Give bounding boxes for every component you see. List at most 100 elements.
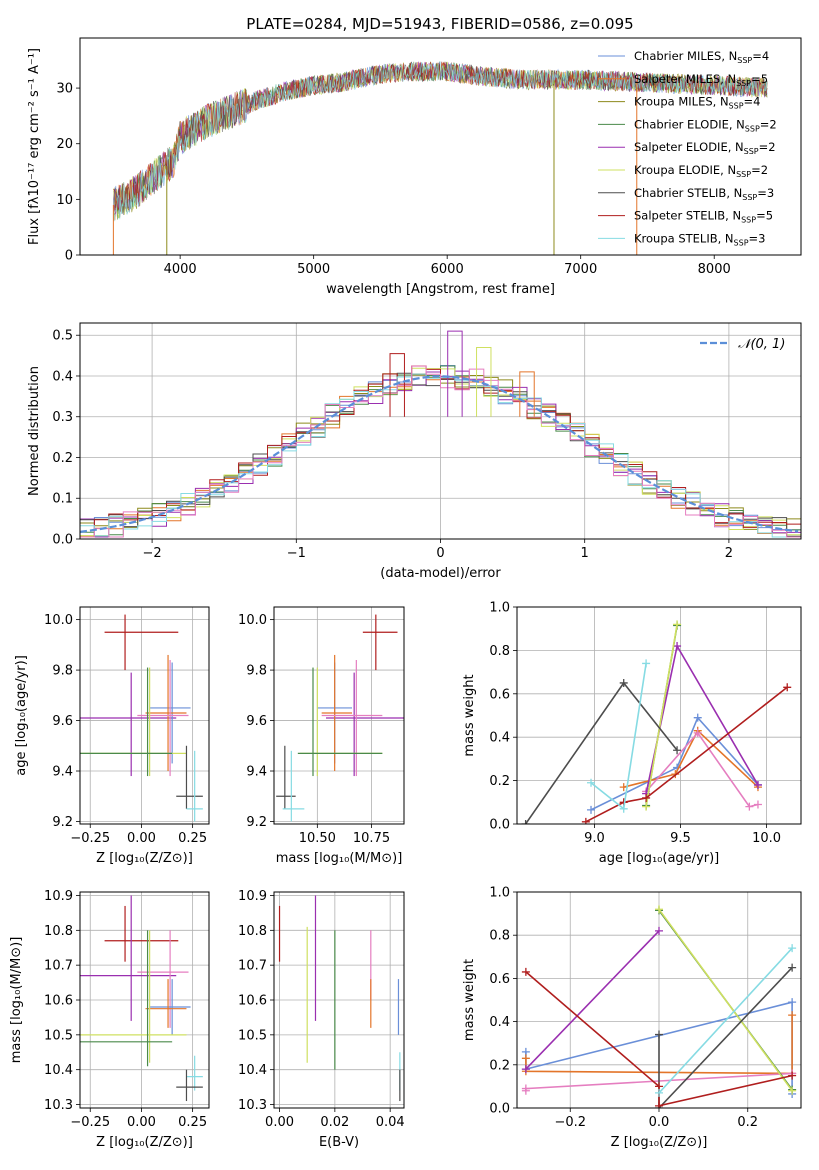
x-tick-label: 6000: [431, 262, 464, 277]
chart-weight_vs_age: 9.0 9.5 10.0 0.0 0.2 0.4 0.6 0.8 1.0 age [log₁₀(a…: [462, 601, 802, 866]
chart-age_vs_mass: 10.50 10.75 9.2 9.4 9.6 9.8 10.0 mass [log₁₀(M/…: [238, 606, 405, 866]
axes-border: [79, 606, 210, 825]
residual-legend: 𝒩(0, 1): [700, 337, 785, 352]
y-tick-label: 1.0: [489, 886, 510, 901]
axes-frame: −0.2 0.0 0.2 0.0 0.2 0.4 0.6 0.8 1.0 Z [log₁₀(Z/Z…: [462, 886, 802, 1150]
grid: [80, 607, 209, 824]
weight-marker: [673, 746, 682, 755]
y-tick-label: 0.5: [52, 329, 73, 344]
weight-marker: [788, 944, 797, 953]
y-tick-label: 1.0: [489, 601, 510, 616]
y-tick-label: 10.3: [44, 1098, 73, 1113]
y-tick-label: 9.4: [52, 765, 73, 780]
x-tick-label: 0.2: [737, 1115, 758, 1130]
legend-entry: Kroupa ELODIE, NSSP=2: [634, 163, 768, 179]
y-tick-label: 20: [56, 137, 73, 152]
y-tick-label: 10.7: [238, 959, 267, 974]
weight-marker: [693, 713, 702, 722]
x-tick-label: 10.0: [752, 831, 781, 846]
y-tick-label: 0.2: [489, 774, 510, 789]
weight-line: [658, 967, 793, 1108]
weight-marker: [655, 905, 663, 914]
axes-frame: −0.25 0.00 0.25 9.2 9.4 9.6 9.8 10.0 Z [log₁₀(Z/…: [14, 606, 210, 866]
chart-weight_vs_Z: −0.2 0.0 0.2 0.0 0.2 0.4 0.6 0.8 1.0 Z [log₁₀(Z/Z…: [462, 886, 802, 1150]
weight-marker: [788, 1011, 797, 1020]
y-tick-label: 9.6: [52, 714, 73, 729]
y-axis-label: mass weight: [462, 674, 477, 756]
chart-age_vs_Z: −0.25 0.00 0.25 9.2 9.4 9.6 9.8 10.0 Z [log₁₀(Z/…: [14, 606, 210, 866]
y-tick-label: 0.4: [489, 1015, 510, 1030]
x-axis-label: age [log₁₀(age/yr)]: [599, 851, 720, 866]
y-axis-label: mass weight: [462, 959, 477, 1041]
weight-marker: [642, 659, 651, 668]
y-tick-label: 10.8: [238, 924, 267, 939]
y-tick-label: 0.8: [489, 644, 510, 659]
weight-marker: [521, 1054, 530, 1063]
x-tick-label: 10.75: [353, 831, 390, 846]
x-tick-label: 5000: [297, 262, 330, 277]
legend-entry: Salpeter MILES, NSSP=5: [634, 72, 768, 88]
grid: [517, 606, 801, 825]
y-tick-label: 0.6: [489, 687, 510, 702]
weight-marker: [788, 1086, 797, 1095]
y-tick-label: 0.2: [489, 1058, 510, 1073]
x-tick-label: 2: [725, 546, 733, 561]
legend-entry: Kroupa STELIB, NSSP=3: [634, 231, 765, 247]
chart-mass_vs_Z: −0.25 0.00 0.25 10.3 10.4 10.5 10.6 10.7 10.8 10.…: [9, 889, 210, 1150]
weight-marker: [521, 967, 530, 976]
y-tick-label: 9.4: [246, 765, 267, 780]
x-axis-label: wavelength [Angstrom, rest frame]: [326, 282, 555, 297]
weight-marker: [788, 1071, 797, 1080]
x-tick-label: 0.02: [320, 1115, 349, 1130]
histogram-peak: [447, 330, 463, 417]
x-tick-label: −0.25: [70, 831, 110, 846]
histogram-step: [80, 365, 801, 538]
weight-line: [658, 908, 793, 1092]
figure-title: PLATE=0284, MJD=51943, FIBERID=0586, z=0…: [246, 15, 633, 33]
y-axis-label: Flux [fλ10⁻¹⁷ erg cm⁻² s⁻¹ A⁻¹]: [27, 48, 42, 245]
y-tick-label: 9.2: [52, 815, 73, 830]
y-tick-label: 0.4: [52, 369, 73, 384]
plot-area: [521, 905, 797, 1108]
y-tick-label: 30: [56, 82, 73, 97]
histogram-step: [80, 367, 801, 537]
y-tick-label: 0.0: [489, 818, 510, 833]
weight-marker: [521, 820, 530, 824]
y-tick-label: 10.9: [44, 889, 73, 904]
axes-frame: 9.0 9.5 10.0 0.0 0.2 0.4 0.6 0.8 1.0 age [log₁₀(a…: [462, 601, 802, 866]
y-axis-label: Normed distribution: [27, 366, 42, 496]
y-tick-label: 0.1: [52, 492, 73, 507]
chart-residuals: −2 −1 0 1 2 0.0 0.1 0.2 0.3 0.4 0.5 (data-model)/er…: [27, 322, 802, 581]
x-tick-label: 0.04: [376, 1115, 405, 1130]
y-tick-label: 9.6: [246, 714, 267, 729]
weight-marker: [745, 802, 754, 811]
y-tick-label: 0.2: [52, 451, 73, 466]
y-tick-label: 10.4: [44, 1063, 73, 1078]
weight-marker: [642, 802, 651, 811]
weight-marker: [673, 642, 682, 651]
y-tick-label: 0: [65, 249, 73, 264]
weight-line: [590, 716, 759, 811]
x-axis-label: Z [log₁₀(Z/Z⊙)]: [96, 1135, 193, 1150]
weight-marker: [693, 728, 702, 737]
y-tick-label: 10.7: [44, 959, 73, 974]
axes-frame: 10.50 10.75 9.2 9.4 9.6 9.8 10.0 mass [log₁₀(M/…: [238, 606, 405, 866]
spectrum-line: [113, 61, 768, 222]
grid: [80, 892, 209, 1108]
axes-frame: −2 −1 0 1 2 0.0 0.1 0.2 0.3 0.4 0.5 (data-model)/er…: [27, 322, 802, 581]
y-tick-label: 10.6: [44, 994, 73, 1009]
plot-area: [278, 895, 401, 1102]
x-tick-label: 0.25: [178, 831, 207, 846]
x-tick-label: 0.00: [127, 1115, 156, 1130]
y-tick-label: 9.8: [52, 664, 73, 679]
weight-marker: [673, 620, 682, 629]
chart-mass_vs_EBV: 0.00 0.02 0.04 10.3 10.4 10.5 10.6 10.7 10.8 10.9…: [238, 889, 405, 1150]
x-tick-label: 0.00: [265, 1115, 294, 1130]
x-tick-label: 8000: [698, 262, 731, 277]
y-axis-label: age [log₁₀(age/yr)]: [14, 655, 29, 776]
x-axis-label: Z [log₁₀(Z/Z⊙)]: [611, 1135, 708, 1150]
spectrum-legend: Chabrier MILES, NSSP=4 Salpeter MILES, NS…: [598, 49, 777, 247]
y-tick-label: 10.4: [238, 1063, 267, 1078]
x-axis-label: (data-model)/error: [380, 566, 501, 581]
